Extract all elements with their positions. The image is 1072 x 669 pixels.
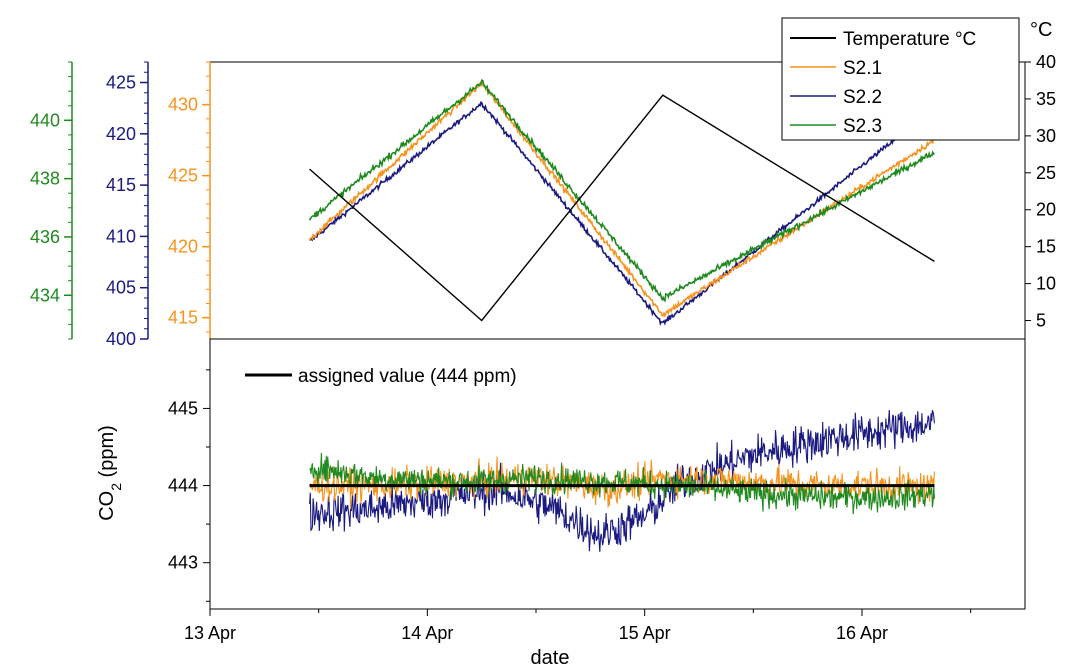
top-panel: 5 10 15 20 25 30 35 40 415 420 425 430 400 405 410 415 4… [30,52,1056,349]
legend-label-s22: S2.2 [843,87,882,108]
blue-axis-tick-label: 420 [106,124,136,144]
right-axis-label: °C [1030,19,1052,41]
x-axis-tick-label: 15 Apr [619,623,671,643]
orange-axis-tick-label: 430 [168,95,198,115]
right-axis-tick-label: 15 [1036,237,1056,257]
green-axis-tick-label: 434 [30,285,60,305]
series-s2-2 [309,101,935,326]
bottom-plot-frame [209,338,1026,610]
x-axis-tick-label: 14 Apr [401,623,453,643]
orange-axis-tick-label: 425 [168,166,198,186]
series-s2-3 [308,79,935,303]
bottom-legend: assigned value (444 ppm) [245,366,517,387]
right-axis-tick-label: 20 [1036,200,1056,220]
green-axis-tick-label: 440 [30,110,60,130]
co2-axis-label-suffix: (ppm) [96,425,118,483]
x-axis-label: date [531,647,570,669]
right-axis-tick-label: 40 [1036,52,1056,72]
series-s2-1 [308,80,936,318]
co2-axis-label-base: CO [96,491,118,521]
bottom-panel: 443 444 445 13 Apr 14 Apr 15 Apr 16 Apr [168,338,1026,643]
svg-text:CO2 (ppm): CO2 (ppm) [96,425,124,521]
co2-axis-tick-label: 443 [168,553,198,573]
co2-axis-tick-label: 444 [168,476,198,496]
right-axis-tick-label: 25 [1036,163,1056,183]
x-axis-tick-label: 16 Apr [836,623,888,643]
right-axis-tick-label: 5 [1036,311,1046,331]
co2-axis-tick-label: 445 [168,398,198,418]
x-axis-tick-label: 13 Apr [184,623,236,643]
co2-axis-label-subscript: 2 [108,483,124,491]
series-temperature [309,94,935,322]
legend-label-assigned-value: assigned value (444 ppm) [298,366,517,387]
blue-axis-tick-label: 410 [106,226,136,246]
blue-axis-tick-label: 400 [106,329,136,349]
blue-axis-tick-label: 405 [106,278,136,298]
legend-label-s21: S2.1 [843,58,882,79]
co2-axis-label: CO2 (ppm) [96,425,124,521]
green-axis-tick-label: 438 [30,169,60,189]
blue-axis-tick-label: 425 [106,73,136,93]
right-axis-tick-label: 35 [1036,89,1056,109]
right-axis-tick-label: 10 [1036,274,1056,294]
top-legend: Temperature °C S2.1 S2.2 S2.3 [781,17,1020,141]
green-axis-tick-label: 436 [30,227,60,247]
legend-label-s23: S2.3 [843,116,882,137]
legend-label-temperature: Temperature °C [843,29,976,50]
bottom-series-s2-3 [309,452,935,515]
orange-axis-tick-label: 420 [168,237,198,257]
bottom-series-s2-2 [309,409,935,552]
orange-axis-tick-label: 415 [168,308,198,328]
right-axis-tick-label: 30 [1036,126,1056,146]
blue-axis-tick-label: 415 [106,175,136,195]
